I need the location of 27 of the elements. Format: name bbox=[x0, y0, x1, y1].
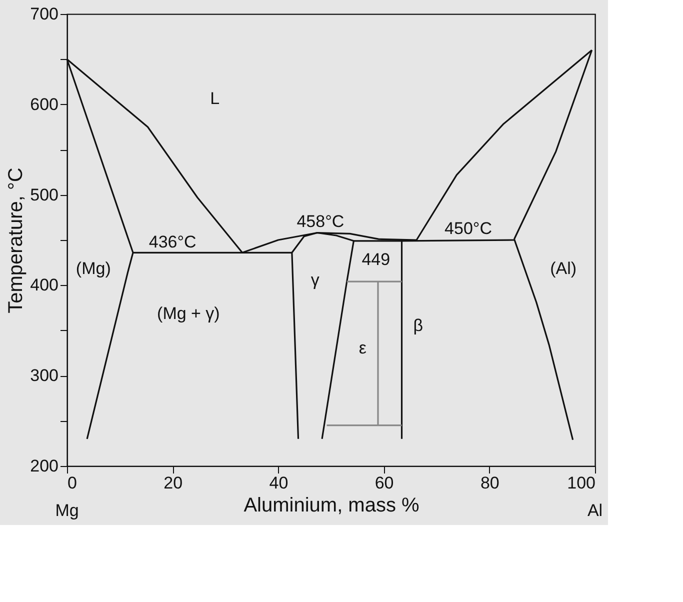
annotation: ε bbox=[358, 338, 367, 358]
annotation: (Mg) bbox=[76, 258, 111, 278]
annotation: L bbox=[210, 88, 220, 108]
x-tick-label: 20 bbox=[164, 474, 183, 492]
annotation: 458°C bbox=[296, 212, 344, 231]
annotation: 449 bbox=[362, 250, 390, 269]
y-tick-label: 700 bbox=[30, 4, 58, 24]
y-tick-label: 600 bbox=[30, 94, 58, 114]
x-tick-label: 100 bbox=[567, 474, 596, 492]
x-tick-label: 80 bbox=[480, 474, 500, 492]
y-tick-label: 300 bbox=[30, 366, 58, 386]
x-tick-label: 60 bbox=[374, 474, 394, 492]
text: Al bbox=[587, 501, 603, 520]
annotation: 436°C bbox=[148, 232, 196, 252]
x-tick-label: 40 bbox=[269, 474, 288, 492]
annotation: (Al) bbox=[550, 258, 577, 278]
annotation: γ bbox=[310, 270, 320, 290]
annotation: 450°C bbox=[444, 219, 492, 238]
annotation: β bbox=[413, 316, 424, 335]
y-tick-label: 200 bbox=[30, 456, 58, 476]
y-tick-label: 500 bbox=[30, 185, 58, 204]
text: Mg bbox=[55, 501, 79, 520]
annotation: (Mg + γ) bbox=[157, 304, 220, 324]
y-axis-title: Temperature, °C bbox=[5, 168, 28, 314]
x-axis-title: Aluminium, mass % bbox=[244, 494, 420, 516]
x-tick-label: 0 bbox=[68, 474, 77, 492]
y-tick-label: 400 bbox=[30, 276, 58, 295]
